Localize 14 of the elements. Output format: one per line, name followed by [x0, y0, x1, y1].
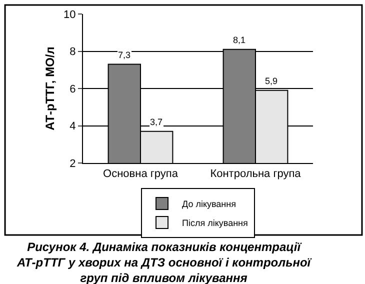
legend-label: До лікування [182, 199, 236, 210]
data-label: 3,7 [150, 117, 163, 127]
y-axis-title: АТ-рТТГ, МО/л [42, 46, 57, 130]
y-tick-label: 6 [70, 83, 76, 96]
y-tick-label: 8 [70, 46, 76, 58]
y-tick-label: 4 [70, 120, 76, 133]
data-label: 7,3 [118, 50, 131, 60]
legend-label: Після лікування [182, 218, 248, 228]
x-tick-label: Основна група [103, 168, 179, 180]
x-tick-label: Контрольна група [210, 168, 302, 180]
y-tick-label: 10 [64, 8, 76, 21]
data-label: 5,9 [265, 76, 278, 86]
y-tick-label: 2 [70, 158, 76, 170]
data-label: 8,1 [233, 35, 246, 45]
